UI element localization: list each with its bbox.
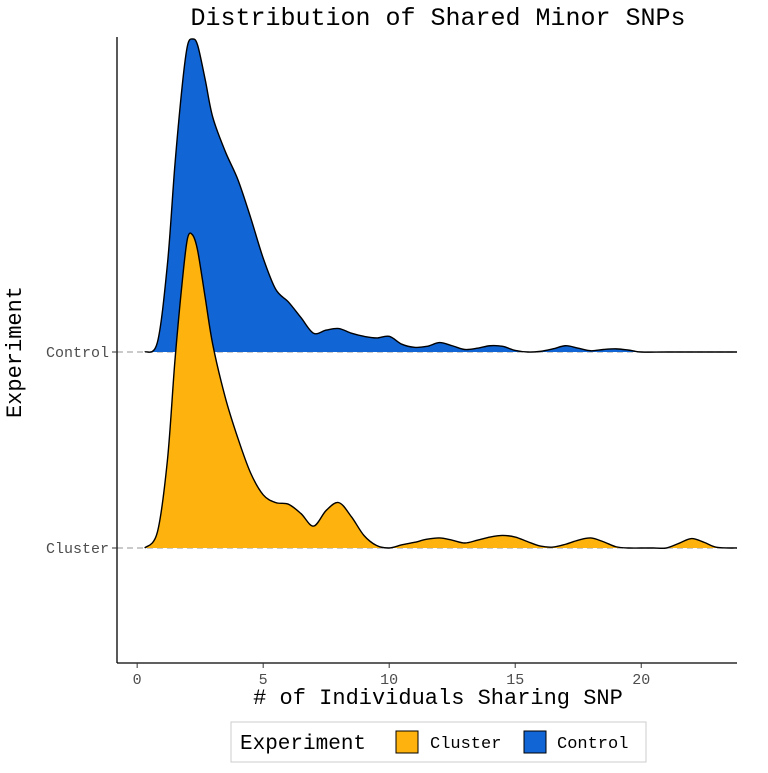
plot-area (117, 38, 738, 550)
y-tick-label-cluster: Cluster (46, 541, 109, 558)
x-tick-label: 5 (259, 672, 268, 689)
legend-box (230, 721, 647, 763)
ridge-fill-control (144, 38, 738, 353)
legend-swatch-control (523, 730, 547, 754)
ridges (144, 38, 738, 550)
ridge-outline-control (144, 38, 737, 353)
x-tick-label: 0 (133, 672, 142, 689)
y-ticks: Cluster Control (46, 345, 117, 558)
x-ticks: 0 5 10 15 20 (133, 663, 650, 689)
legend-label-cluster: Cluster (430, 735, 501, 754)
legend: Experiment Cluster Control (230, 721, 647, 763)
y-tick-label-control: Control (46, 345, 109, 362)
ridge-outline-cluster (144, 232, 738, 550)
legend-swatch-cluster (395, 730, 419, 754)
chart-title: Distribution of Shared Minor SNPs (190, 4, 685, 33)
x-axis-title: # of Individuals Sharing SNP (253, 686, 623, 711)
y-axis-title: Experiment (3, 286, 28, 418)
x-tick-label: 20 (632, 672, 650, 689)
ridge-fill-cluster (144, 233, 738, 549)
x-tick-label: 10 (380, 672, 398, 689)
x-tick-label: 15 (506, 672, 524, 689)
legend-label-control: Control (557, 735, 628, 754)
legend-title: Experiment (240, 733, 366, 756)
